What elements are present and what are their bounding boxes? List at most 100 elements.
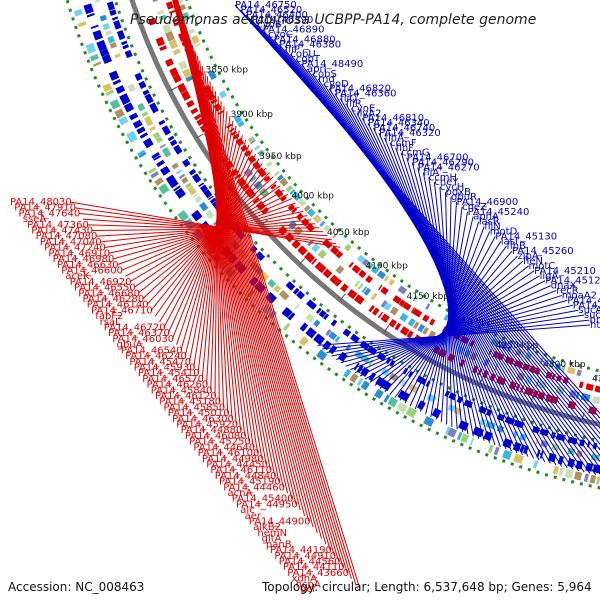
gene-feature [173,21,181,27]
leader-line [414,226,485,409]
gene-feature [105,30,113,36]
gene-feature [532,460,539,469]
scale-label: 4150 kbp [407,292,450,302]
gene-label: PA14_43660 [287,568,349,579]
leader-line [116,202,296,266]
gene-feature [562,376,569,384]
gene-feature [388,318,397,328]
gene-label: ilvA2 [357,108,382,119]
gene-feature [305,313,315,323]
gene-feature [444,426,451,435]
gene-feature [162,23,172,34]
gene-label: PA14_46120 [155,391,217,402]
gene-label: PA14_44950 [236,499,298,510]
gene-feature [319,220,326,228]
gene-feature [165,1,174,10]
leader-line [331,309,579,357]
gene-feature [387,396,399,408]
gene-label: PA14_46550 [74,283,136,294]
leader-line [171,144,250,340]
gene-label: PA14_45930 [134,363,196,374]
gene-feature [292,287,300,295]
leader-line [180,135,243,351]
gene-label: PA14_47910 [14,203,76,214]
gene-feature [178,60,188,71]
gene-feature [422,314,430,323]
gene-label: PA14_44880 [181,425,243,436]
gene-feature [187,79,197,89]
gene-label: PA14_46750 [235,0,297,11]
gene-feature [110,44,117,49]
gene-feature [429,318,436,326]
gene-feature [278,290,290,301]
gene-feature [151,152,160,159]
gene-feature [330,245,340,255]
gene-feature [114,53,121,59]
gene-feature [173,144,183,155]
gene-feature [383,394,391,403]
gene-feature [334,336,341,343]
scale-label: 4000 kbp [292,192,335,202]
gene-feature [426,393,437,403]
gene-feature [296,290,305,300]
gene-feature [394,322,402,331]
gene-label: gcl [300,584,315,595]
gene-feature [139,132,149,139]
gene-label: cheZ [462,202,487,213]
leader-line [146,172,270,306]
gene-feature [208,195,214,201]
gene-feature [397,285,408,295]
gene-label: PA14_46920 [70,277,132,288]
gene-feature [136,126,146,135]
gene-feature [111,46,120,56]
gene-feature [263,175,271,183]
gene-label: PA14_47080 [36,231,98,242]
leader-line [289,53,600,469]
leader-line [82,218,328,237]
gene-feature [513,419,525,429]
gene-label: PA14_46400 [246,10,308,21]
leader-line [389,250,513,395]
gene-label: PA14_44900 [249,517,311,528]
gene-feature [119,93,131,105]
gene-feature [115,85,126,94]
gene-feature [493,446,500,456]
gene-label: cyoC [268,30,293,41]
gene-label: PA14_46720 [104,323,166,334]
gene-feature [297,245,308,256]
leader-line [184,130,240,357]
gene-feature [285,281,296,291]
gene-label: PA14_44450 [206,460,268,471]
gene-label: PA14_46890 [263,25,325,36]
gene-feature [392,295,402,305]
gene-feature [351,264,361,274]
gene-feature [576,369,582,377]
gene-feature [564,468,574,479]
gene-label: PA14_45410 [138,368,200,379]
gene-label: alkB2 [253,522,281,533]
gene-feature [349,276,356,284]
gene-label: sucD [584,310,600,321]
gene-feature [270,183,277,190]
leader-line [176,139,247,345]
gene-feature [595,476,600,485]
gene-feature [259,271,270,282]
gene-label: fabF2 [95,311,123,322]
gene-feature [373,388,384,400]
gene-feature [116,59,124,66]
gene-feature [205,209,215,220]
gene-feature [318,309,327,318]
leader-line [99,219,312,243]
gene-feature [191,35,200,45]
gene-label: PA14_47430 [31,226,93,237]
gene-feature [132,119,143,129]
gene-feature [316,349,328,361]
gene-feature [279,177,289,187]
gene-feature [504,356,515,365]
gene-feature [356,377,364,387]
leader-line [359,280,546,377]
gene-feature [261,207,270,215]
gene-label: lasR [479,217,500,228]
gene-feature [388,278,396,286]
gene-feature [335,265,345,275]
